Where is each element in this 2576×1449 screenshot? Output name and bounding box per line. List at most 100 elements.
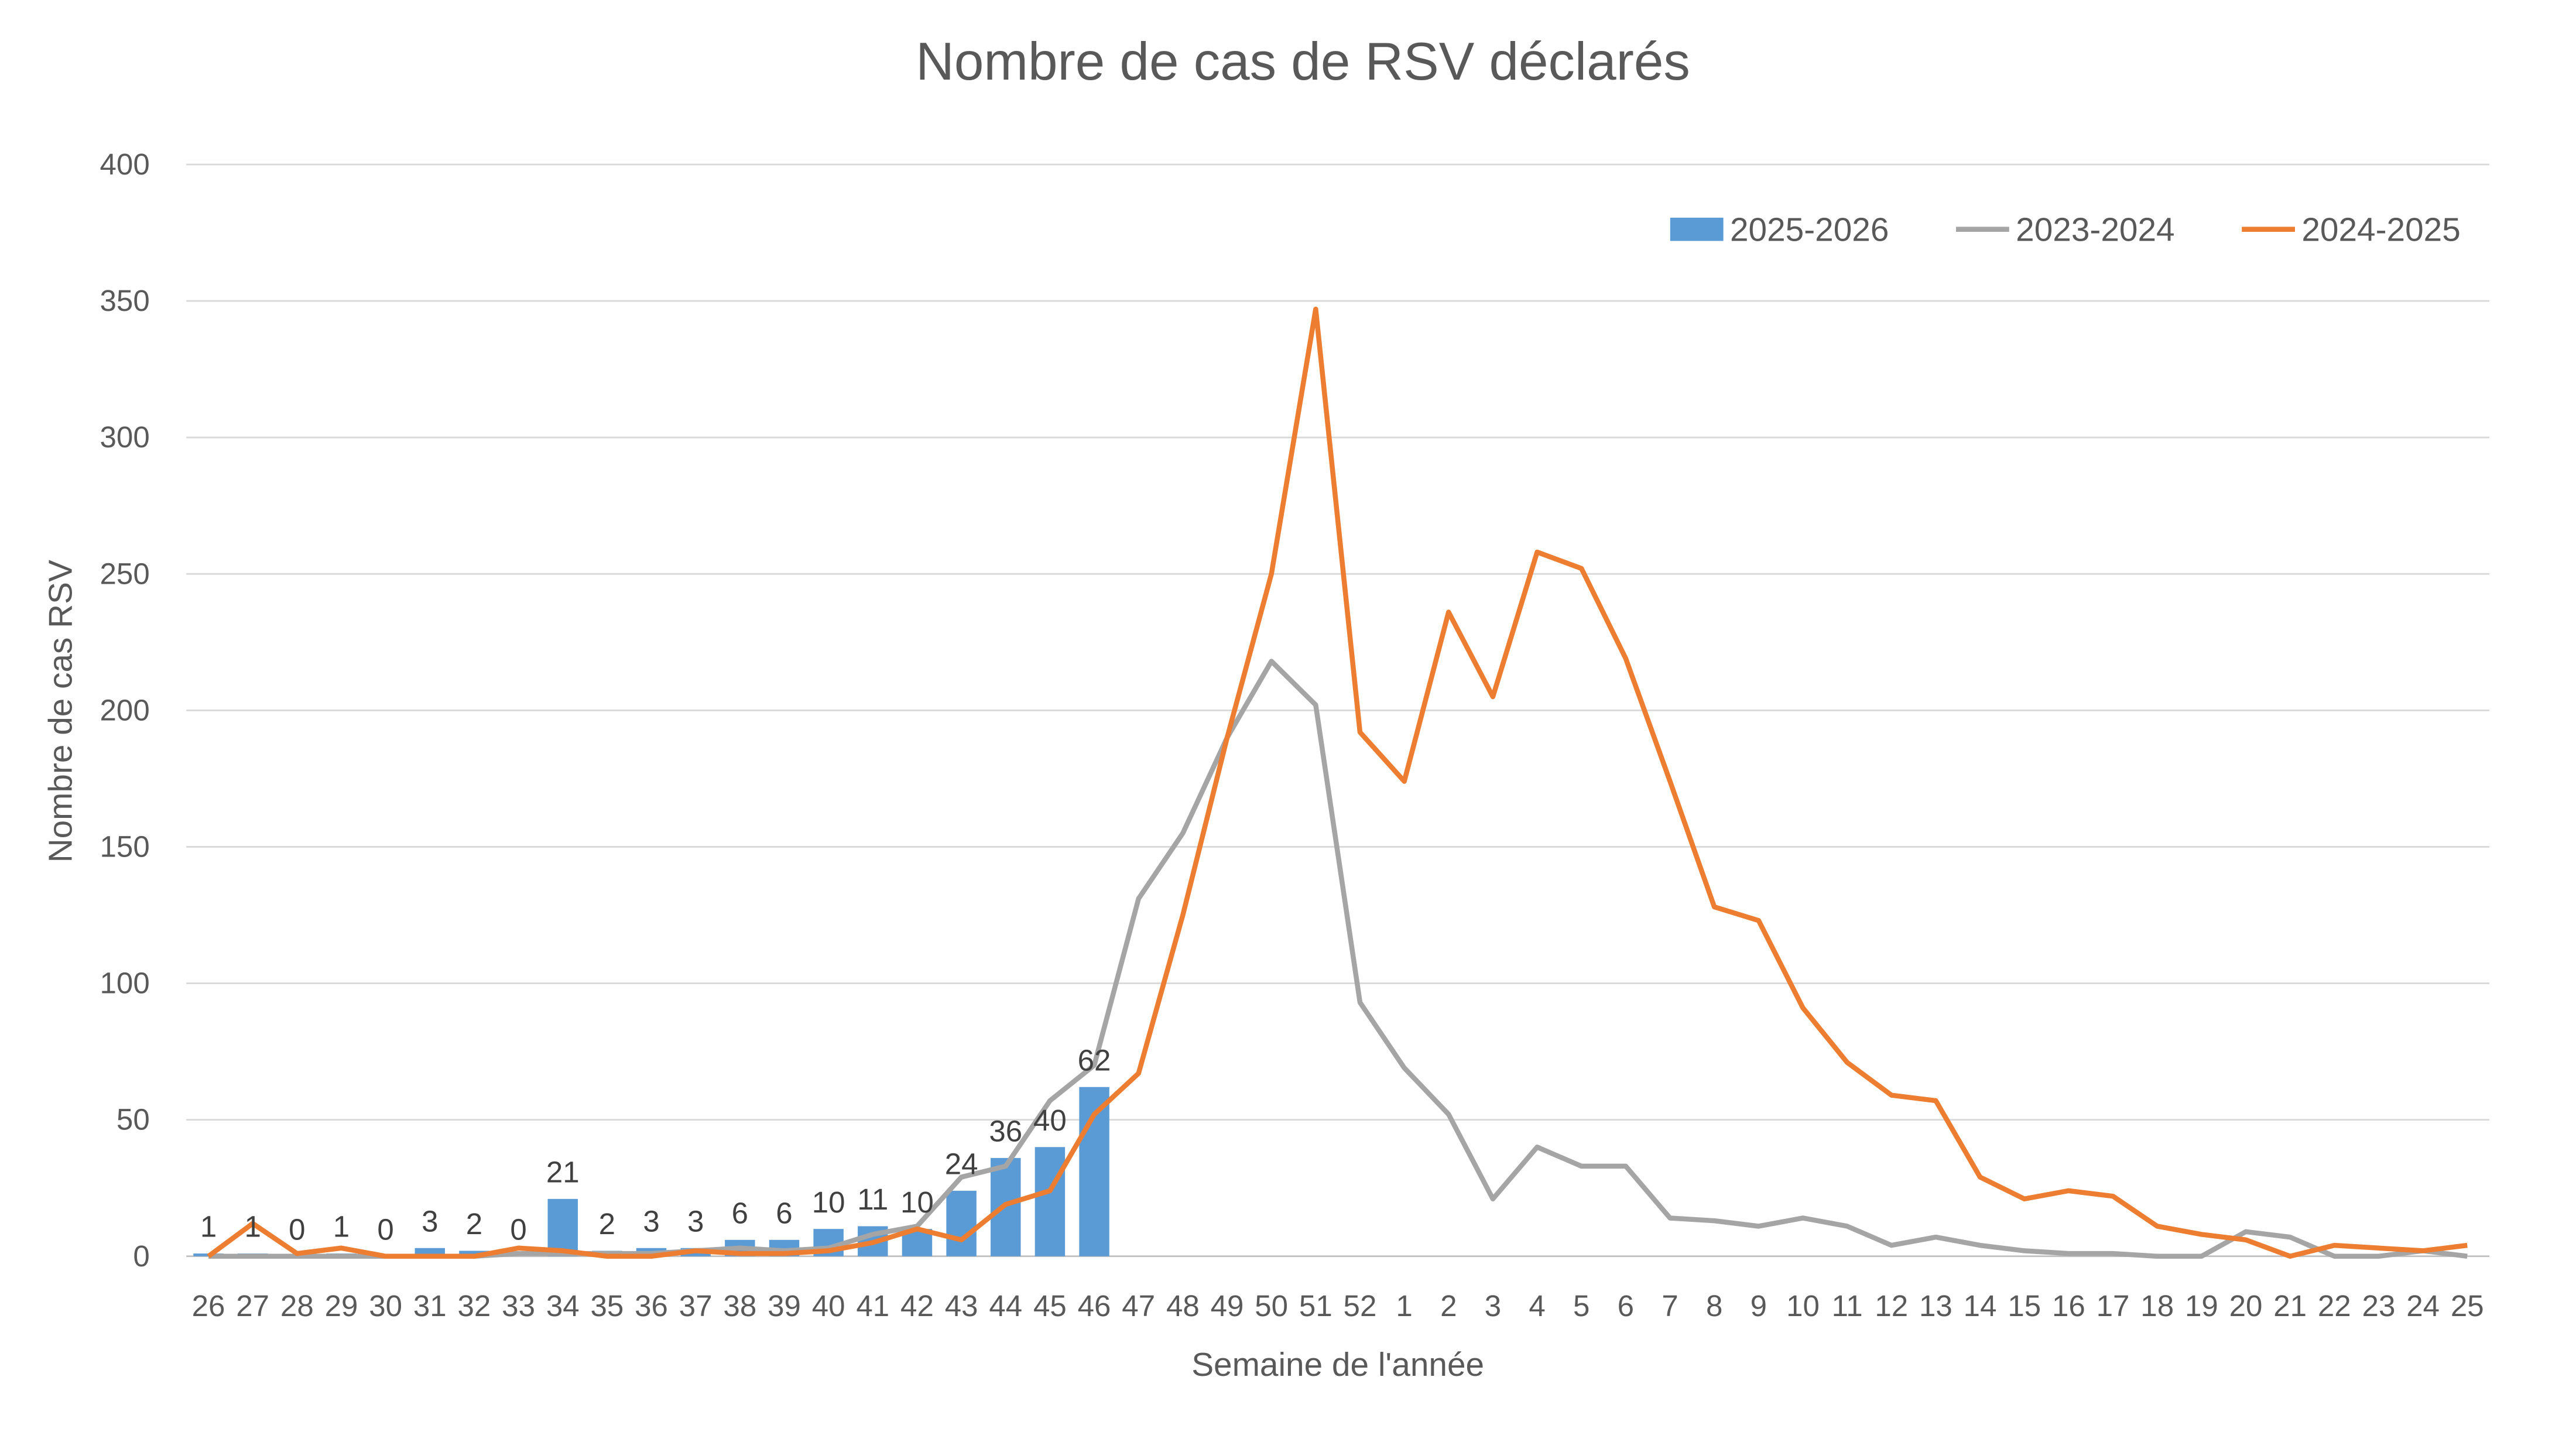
data-label: 24 (945, 1147, 978, 1180)
x-tick-label: 12 (1875, 1289, 1908, 1323)
x-tick-label: 2 (1440, 1289, 1457, 1323)
x-tick-label: 43 (945, 1289, 978, 1323)
x-tick-label: 22 (2318, 1289, 2351, 1323)
x-tick-label: 16 (2052, 1289, 2085, 1323)
gridlines (186, 163, 2490, 1258)
y-tick-label: 400 (100, 148, 150, 181)
data-label: 0 (510, 1212, 526, 1246)
x-tick-label: 46 (1078, 1289, 1111, 1323)
x-tick-label: 42 (900, 1289, 934, 1323)
x-tick-label: 10 (1786, 1289, 1820, 1323)
y-axis-ticks: 0 50 100 150 200 250 300 350 400 (100, 148, 150, 1273)
x-axis-label: Semaine de l'année (1191, 1347, 1484, 1383)
x-tick-label: 14 (1964, 1289, 1997, 1323)
x-tick-label: 30 (369, 1289, 402, 1323)
data-label: 1 (333, 1210, 350, 1244)
x-tick-label: 39 (768, 1289, 801, 1323)
x-tick-label: 51 (1299, 1289, 1332, 1323)
chart-title: Nombre de cas de RSV déclarés (916, 32, 1690, 91)
data-label: 10 (812, 1186, 845, 1219)
x-tick-label: 33 (502, 1289, 535, 1323)
data-label: 3 (687, 1204, 704, 1238)
data-label: 40 (1033, 1104, 1067, 1137)
legend-label: 2024-2025 (2301, 212, 2460, 249)
x-tick-label: 47 (1122, 1289, 1155, 1323)
data-label: 62 (1078, 1043, 1111, 1077)
x-tick-label: 8 (1706, 1289, 1722, 1323)
x-tick-label: 13 (1919, 1289, 1952, 1323)
x-axis-ticks: 26 27 28 29 30 31 32 33 34 35 36 37 38 39 40 41 42 43 44 45… (192, 1289, 2484, 1323)
legend-label: 2025-2026 (1730, 212, 1889, 249)
legend-swatch-2025-2026 (1670, 217, 1724, 241)
bar (459, 1251, 489, 1256)
x-tick-label: 25 (2451, 1289, 2484, 1323)
y-tick-label: 350 (100, 284, 150, 317)
y-tick-label: 300 (100, 420, 150, 454)
bar (946, 1190, 977, 1256)
x-tick-label: 3 (1485, 1289, 1501, 1323)
x-tick-label: 37 (679, 1289, 712, 1323)
y-tick-label: 150 (100, 830, 150, 863)
data-label: 36 (989, 1115, 1022, 1148)
x-tick-label: 21 (2273, 1289, 2307, 1323)
y-tick-label: 50 (117, 1103, 150, 1136)
x-tick-label: 44 (989, 1289, 1022, 1323)
data-label: 0 (289, 1212, 305, 1246)
y-tick-label: 100 (100, 967, 150, 1000)
x-tick-label: 49 (1211, 1289, 1244, 1323)
series-lines (207, 306, 2468, 1259)
x-tick-label: 9 (1751, 1289, 1767, 1323)
x-tick-label: 29 (325, 1289, 358, 1323)
bar (547, 1198, 578, 1256)
y-tick-label: 250 (100, 557, 150, 590)
x-tick-label: 31 (413, 1289, 447, 1323)
x-tick-label: 7 (1662, 1289, 1678, 1323)
data-label: 1 (200, 1210, 217, 1244)
x-tick-label: 35 (590, 1289, 624, 1323)
x-tick-label: 1 (1396, 1289, 1412, 1323)
x-tick-label: 40 (812, 1289, 845, 1323)
x-tick-label: 26 (192, 1289, 225, 1323)
data-label: 10 (900, 1186, 934, 1219)
x-tick-label: 45 (1033, 1289, 1067, 1323)
data-label: 6 (732, 1196, 748, 1229)
x-tick-label: 50 (1255, 1289, 1288, 1323)
x-tick-label: 32 (458, 1289, 491, 1323)
x-tick-label: 28 (280, 1289, 314, 1323)
data-label: 6 (776, 1196, 792, 1229)
x-tick-label: 38 (723, 1289, 756, 1323)
x-tick-label: 5 (1573, 1289, 1590, 1323)
data-label: 11 (857, 1183, 888, 1216)
x-tick-label: 23 (2362, 1289, 2396, 1323)
x-tick-label: 6 (1618, 1289, 1634, 1323)
y-axis-label: Nombre de cas RSV (42, 560, 79, 862)
data-label: 2 (599, 1207, 615, 1241)
legend: 2025-2026 2023-2024 2024-2025 (1670, 212, 2461, 249)
y-tick-label: 0 (133, 1239, 149, 1273)
x-tick-label: 34 (546, 1289, 580, 1323)
x-tick-label: 24 (2406, 1289, 2440, 1323)
data-label: 21 (546, 1155, 580, 1188)
x-tick-label: 48 (1166, 1289, 1200, 1323)
x-tick-label: 17 (2097, 1289, 2130, 1323)
x-tick-label: 20 (2229, 1289, 2263, 1323)
x-tick-label: 27 (236, 1289, 269, 1323)
data-label: 1 (244, 1210, 261, 1244)
y-tick-label: 200 (100, 693, 150, 727)
data-label: 3 (643, 1204, 659, 1238)
x-tick-label: 15 (2008, 1289, 2041, 1323)
x-tick-label: 36 (635, 1289, 668, 1323)
data-label: 3 (422, 1204, 438, 1238)
x-tick-label: 18 (2140, 1289, 2174, 1323)
legend-label: 2023-2024 (2016, 212, 2174, 249)
x-tick-label: 41 (856, 1289, 889, 1323)
x-tick-label: 52 (1344, 1289, 1377, 1323)
data-label: 2 (466, 1207, 482, 1241)
x-tick-label: 4 (1529, 1289, 1545, 1323)
bar (1034, 1147, 1066, 1256)
x-tick-label: 19 (2185, 1289, 2218, 1323)
line-2024-2025 (207, 306, 2468, 1259)
x-tick-label: 11 (1832, 1289, 1863, 1323)
